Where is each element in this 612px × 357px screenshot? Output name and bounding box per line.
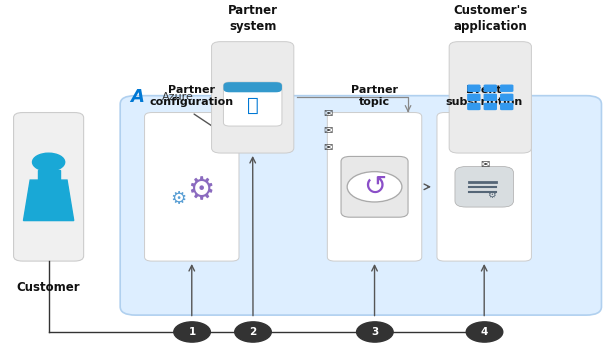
Text: Customer: Customer bbox=[17, 281, 80, 294]
FancyBboxPatch shape bbox=[467, 103, 480, 110]
Text: ✉: ✉ bbox=[480, 160, 489, 170]
Text: 1: 1 bbox=[188, 327, 196, 337]
Polygon shape bbox=[23, 180, 73, 221]
Text: Partner
system: Partner system bbox=[228, 4, 278, 33]
FancyBboxPatch shape bbox=[455, 167, 513, 207]
Text: ⚙: ⚙ bbox=[170, 190, 187, 208]
Circle shape bbox=[174, 322, 211, 342]
Text: 👤: 👤 bbox=[247, 96, 258, 115]
FancyBboxPatch shape bbox=[341, 156, 408, 217]
Text: Azure: Azure bbox=[162, 92, 194, 102]
Text: Partner
topic: Partner topic bbox=[351, 85, 398, 107]
FancyBboxPatch shape bbox=[120, 96, 602, 315]
FancyBboxPatch shape bbox=[223, 82, 282, 126]
FancyBboxPatch shape bbox=[327, 112, 422, 261]
FancyBboxPatch shape bbox=[223, 82, 282, 92]
Circle shape bbox=[466, 322, 503, 342]
FancyBboxPatch shape bbox=[500, 103, 513, 110]
FancyBboxPatch shape bbox=[500, 94, 513, 101]
Text: ⚙: ⚙ bbox=[187, 176, 215, 205]
FancyBboxPatch shape bbox=[144, 112, 239, 261]
Circle shape bbox=[32, 153, 65, 171]
Text: 2: 2 bbox=[249, 327, 256, 337]
FancyBboxPatch shape bbox=[212, 42, 294, 153]
Text: ✉: ✉ bbox=[323, 126, 332, 136]
FancyBboxPatch shape bbox=[483, 94, 497, 101]
Text: A: A bbox=[130, 88, 144, 106]
FancyBboxPatch shape bbox=[483, 85, 497, 92]
Text: ✉: ✉ bbox=[323, 143, 332, 153]
Circle shape bbox=[235, 322, 271, 342]
Circle shape bbox=[357, 322, 393, 342]
FancyBboxPatch shape bbox=[13, 112, 84, 261]
Text: 3: 3 bbox=[371, 327, 378, 337]
Text: Partner
configuration: Partner configuration bbox=[150, 85, 234, 107]
Text: Event
subscription: Event subscription bbox=[446, 85, 523, 107]
Text: ⚙: ⚙ bbox=[487, 190, 496, 200]
FancyBboxPatch shape bbox=[467, 94, 480, 101]
Text: ✉: ✉ bbox=[323, 109, 332, 119]
FancyBboxPatch shape bbox=[449, 42, 531, 153]
FancyBboxPatch shape bbox=[437, 112, 531, 261]
Polygon shape bbox=[37, 170, 59, 180]
FancyBboxPatch shape bbox=[483, 103, 497, 110]
Text: Customer's
application: Customer's application bbox=[453, 4, 528, 33]
Text: 4: 4 bbox=[481, 327, 488, 337]
FancyBboxPatch shape bbox=[467, 85, 480, 92]
Circle shape bbox=[347, 172, 402, 202]
Text: ↺: ↺ bbox=[363, 173, 386, 201]
FancyBboxPatch shape bbox=[500, 85, 513, 92]
